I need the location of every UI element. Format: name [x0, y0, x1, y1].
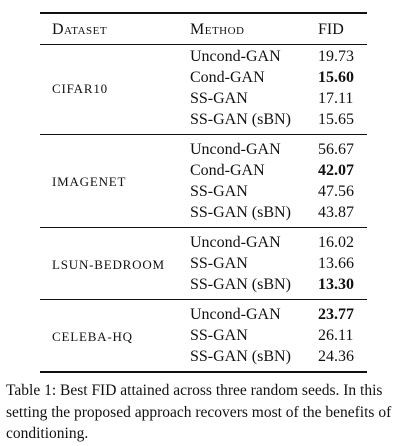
rule: [40, 12, 367, 14]
method-cell: SS-GAN: [190, 183, 248, 200]
fid-cell: 26.11: [318, 327, 354, 344]
method-cell: Uncond-GAN: [190, 306, 281, 323]
method-cell: SS-GAN (sBN): [190, 276, 291, 293]
method-cell: SS-GAN: [190, 255, 248, 272]
fid-cell: 23.77: [318, 306, 354, 323]
method-cell: SS-GAN: [190, 90, 248, 107]
header-cell: Dataset: [52, 21, 108, 38]
rule: [40, 227, 367, 228]
method-cell: Uncond-GAN: [190, 234, 281, 251]
fid-cell: 13.30: [318, 276, 354, 293]
fid-cell: 24.36: [318, 348, 354, 365]
fid-cell: 42.07: [318, 162, 354, 179]
method-cell: Cond-GAN: [190, 69, 265, 86]
method-cell: SS-GAN (sBN): [190, 204, 291, 221]
fid-cell: 56.67: [318, 141, 354, 158]
rule: [40, 371, 367, 373]
method-cell: SS-GAN (sBN): [190, 348, 291, 365]
method-cell: SS-GAN (sBN): [190, 111, 291, 128]
fid-cell: 43.87: [318, 204, 354, 221]
rule: [40, 44, 367, 45]
fid-cell: 15.65: [318, 111, 354, 128]
fid-cell: 19.73: [318, 48, 354, 65]
fid-cell: 17.11: [318, 90, 354, 107]
dataset-cell: IMAGENET: [52, 174, 127, 189]
fid-cell: 47.56: [318, 183, 354, 200]
header-cell: FID: [318, 21, 344, 38]
header-cell: Method: [190, 21, 245, 38]
caption: Table 1: Best FID attained across three …: [6, 382, 392, 442]
dataset-cell: LSUN-BEDROOM: [52, 256, 165, 272]
method-cell: SS-GAN: [190, 327, 248, 344]
method-cell: Cond-GAN: [190, 162, 265, 179]
rule: [40, 299, 367, 300]
method-cell: Uncond-GAN: [190, 48, 281, 65]
method-cell: Uncond-GAN: [190, 141, 281, 158]
fid-cell: 13.66: [318, 255, 354, 272]
fid-cell: 16.02: [318, 234, 354, 251]
dataset-cell: CIFAR10: [52, 81, 108, 96]
rule: [40, 134, 367, 135]
fid-cell: 15.60: [318, 69, 354, 86]
dataset-cell: CELEBA-HQ: [52, 328, 133, 344]
